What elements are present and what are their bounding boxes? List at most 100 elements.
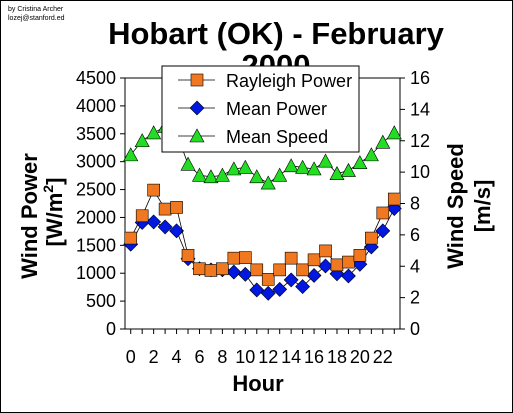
data-point-square — [376, 206, 390, 220]
credit-line-email: lozej@stanford.ed — [8, 15, 65, 22]
data-point-triangle — [318, 153, 334, 168]
data-point-square — [342, 255, 355, 269]
x-axis-tick-label: 4 — [172, 347, 182, 367]
x-axis-label: Hour — [232, 371, 284, 396]
data-point-square — [365, 231, 378, 245]
x-axis-tick-label: 20 — [350, 347, 370, 367]
x-axis-tick-label: 18 — [327, 347, 347, 367]
data-point-square — [319, 244, 332, 258]
data-point-triangle — [329, 166, 345, 180]
data-point-square — [353, 249, 367, 262]
left-axis-unit: [W/m2] — [40, 178, 67, 247]
data-point-triangle — [146, 125, 162, 140]
right-axis-tick-label: 10 — [410, 162, 430, 182]
data-point-square — [216, 262, 229, 276]
x-axis-tick-label: 22 — [373, 347, 393, 367]
right-axis-tick-label: 12 — [410, 131, 430, 151]
data-point-triangle — [180, 156, 196, 171]
x-axis-tick-label: 14 — [281, 347, 301, 367]
left-axis-tick-label: 3500 — [76, 124, 116, 144]
left-axis-tick-label: 2500 — [76, 180, 116, 200]
legend-label: Mean Speed — [226, 127, 328, 147]
data-point-triangle — [352, 155, 368, 170]
x-axis-tick-label: 12 — [258, 347, 278, 367]
right-axis-label-title: Wind Speed — [443, 143, 468, 269]
data-point-square — [387, 192, 401, 206]
data-point-square — [124, 231, 138, 245]
legend-marker-triangle — [189, 128, 205, 143]
left-axis-tick-label: 4000 — [76, 96, 116, 116]
right-axis-unit: [m/s] — [470, 180, 495, 233]
data-point-square — [193, 262, 206, 276]
x-axis-tick-label: 6 — [194, 347, 204, 367]
author-credit: by Cristina Archer lozej@stanford.ed — [8, 5, 65, 23]
data-point-diamond — [237, 266, 253, 282]
data-point-square — [330, 258, 344, 272]
legend-label: Rayleigh Power — [226, 71, 352, 91]
data-point-diamond — [260, 285, 276, 301]
data-point-square — [170, 201, 183, 214]
data-point-triangle — [203, 169, 219, 184]
data-point-triangle — [123, 147, 139, 162]
data-point-square — [158, 202, 172, 216]
series-mean-speed — [123, 118, 402, 190]
data-point-triangle — [191, 167, 207, 182]
data-point-square — [181, 249, 195, 262]
data-point-triangle — [375, 134, 391, 149]
data-point-square — [261, 273, 275, 286]
credit-line-author: by Cristina Archer — [8, 6, 64, 13]
data-point-square — [227, 251, 241, 265]
data-point-diamond — [295, 279, 311, 295]
data-point-triangle — [226, 161, 242, 176]
left-axis-tick-label: 0 — [106, 319, 116, 339]
data-point-triangle — [237, 159, 253, 174]
x-axis-tick-label: 8 — [217, 347, 227, 367]
right-axis: 0 2 4 6 8 10 12 14 16 — [400, 68, 430, 339]
data-point-diamond — [249, 282, 265, 298]
x-axis-tick-label: 10 — [235, 347, 255, 367]
data-point-square — [204, 264, 218, 277]
data-point-square — [307, 253, 321, 267]
data-point-diamond — [283, 272, 299, 288]
left-axis-label-title: Wind Power — [17, 153, 42, 279]
data-point-diamond — [272, 281, 288, 297]
left-axis-tick-label: 2000 — [76, 207, 116, 227]
left-axis-unit-close: ] — [42, 178, 67, 185]
right-axis-tick-label: 0 — [410, 319, 420, 339]
data-point-square — [135, 209, 149, 223]
data-point-square — [296, 263, 309, 277]
data-point-triangle — [134, 133, 150, 148]
left-axis-label: Wind Power — [17, 153, 42, 279]
left-axis-tick-label: 1500 — [76, 235, 116, 255]
x-axis-tick-label: 16 — [304, 347, 324, 367]
legend-label: Mean Power — [226, 99, 327, 119]
right-axis-unit-text: [m/s] — [470, 180, 495, 233]
data-point-diamond — [318, 258, 333, 274]
series-rayleigh-power — [124, 183, 401, 286]
left-axis-unit-sup: 2 — [40, 185, 56, 193]
data-point-triangle — [295, 159, 311, 174]
right-axis-tick-label: 8 — [410, 194, 420, 214]
data-point-diamond — [375, 223, 391, 239]
data-point-triangle — [340, 162, 356, 177]
legend-marker-diamond — [189, 100, 205, 116]
data-point-square — [250, 263, 264, 277]
right-axis-label: Wind Speed — [443, 143, 468, 269]
data-point-diamond — [226, 264, 242, 280]
data-point-triangle — [249, 169, 265, 184]
x-axis-tick-label: 2 — [149, 347, 159, 367]
legend-marker-square — [190, 73, 204, 87]
data-point-diamond — [157, 219, 173, 235]
left-axis-unit-open: [W/m — [42, 193, 67, 247]
x-axis-tick-label: 0 — [126, 347, 136, 367]
left-axis-unit-text: [W/m2] — [40, 178, 67, 247]
data-point-diamond — [341, 268, 356, 284]
x-axis: 0 2 4 6 8 10 12 14 16 18 20 22 — [126, 329, 395, 367]
left-axis-tick-label: 1000 — [76, 263, 116, 283]
data-point-triangle — [386, 125, 402, 140]
data-point-square — [273, 263, 286, 277]
data-point-triangle — [214, 167, 230, 182]
right-axis-tick-label: 6 — [410, 225, 420, 245]
left-axis: 0 500 1000 1500 2000 2500 3000 3500 4000 4500 — [76, 68, 125, 339]
data-point-triangle — [283, 158, 299, 173]
